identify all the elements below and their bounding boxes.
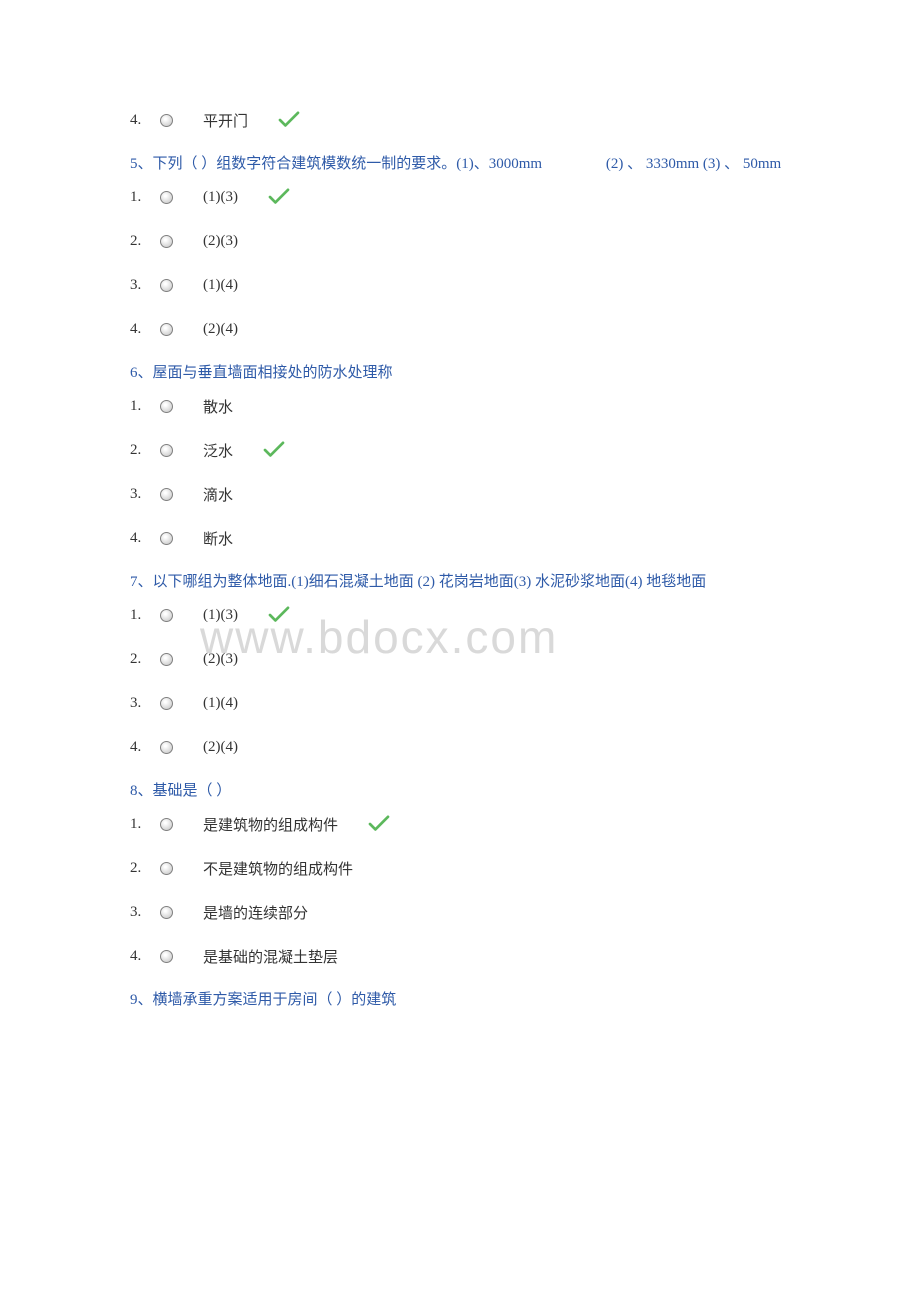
option-text: (1)(4) <box>203 695 238 712</box>
question-9: 9、横墙承重方案适用于房间（ ）的建筑 <box>130 988 790 1009</box>
option-text: (2)(4) <box>203 321 238 338</box>
option-text: 散水 <box>203 396 233 417</box>
option-text: 平开门 <box>203 110 248 131</box>
option-text: 是建筑物的组成构件 <box>203 814 338 835</box>
radio-icon[interactable] <box>160 191 173 204</box>
option-number: 1. <box>130 816 160 833</box>
option-number: 3. <box>130 695 160 712</box>
option-number: 2. <box>130 860 160 877</box>
checkmark-icon <box>263 441 285 459</box>
checkmark-icon <box>278 111 300 129</box>
question-6: 6、屋面与垂直墙面相接处的防水处理称 1. 散水 2. 泛水 3. 滴水 4. … <box>130 361 790 550</box>
question-text: 8、基础是（ ） <box>130 779 790 800</box>
radio-icon[interactable] <box>160 950 173 963</box>
option-row: 3. 滴水 <box>130 482 790 506</box>
question-7: 7、以下哪组为整体地面.(1)细石混凝土地面 (2) 花岗岩地面(3) 水泥砂浆… <box>130 570 790 759</box>
radio-icon[interactable] <box>160 862 173 875</box>
option-row: 3. 是墙的连续部分 <box>130 900 790 924</box>
option-text: 是基础的混凝土垫层 <box>203 946 338 967</box>
option-row: 1. 散水 <box>130 394 790 418</box>
option-text: (2)(3) <box>203 233 238 250</box>
question-5: 5、下列（ ）组数字符合建筑模数统一制的要求。(1)、3000mm (2) 、 … <box>130 152 790 341</box>
option-row: 3. (1)(4) <box>130 691 790 715</box>
option-row: 2. (2)(3) <box>130 229 790 253</box>
checkmark-icon <box>368 815 390 833</box>
option-number: 4. <box>130 739 160 756</box>
radio-icon[interactable] <box>160 906 173 919</box>
question-4-leftover: 4. 平开门 <box>130 108 790 132</box>
option-number: 3. <box>130 904 160 921</box>
option-text: (2)(3) <box>203 651 238 668</box>
option-number: 2. <box>130 651 160 668</box>
option-number: 1. <box>130 189 160 206</box>
question-text: 5、下列（ ）组数字符合建筑模数统一制的要求。(1)、3000mm (2) 、 … <box>130 152 790 173</box>
question-text: 7、以下哪组为整体地面.(1)细石混凝土地面 (2) 花岗岩地面(3) 水泥砂浆… <box>130 570 790 591</box>
radio-icon[interactable] <box>160 653 173 666</box>
option-row: 4. 断水 <box>130 526 790 550</box>
option-number: 3. <box>130 486 160 503</box>
option-text: (1)(4) <box>203 277 238 294</box>
option-number: 2. <box>130 442 160 459</box>
radio-icon[interactable] <box>160 400 173 413</box>
radio-icon[interactable] <box>160 114 173 127</box>
option-row: 1. (1)(3) <box>130 603 790 627</box>
radio-icon[interactable] <box>160 609 173 622</box>
radio-icon[interactable] <box>160 235 173 248</box>
question-8: 8、基础是（ ） 1. 是建筑物的组成构件 2. 不是建筑物的组成构件 3. 是… <box>130 779 790 968</box>
option-number: 4. <box>130 321 160 338</box>
question-text: 6、屋面与垂直墙面相接处的防水处理称 <box>130 361 790 382</box>
option-text: 滴水 <box>203 484 233 505</box>
option-row: 4. (2)(4) <box>130 317 790 341</box>
checkmark-icon <box>268 188 290 206</box>
radio-icon[interactable] <box>160 488 173 501</box>
radio-icon[interactable] <box>160 444 173 457</box>
option-text: 不是建筑物的组成构件 <box>203 858 353 879</box>
option-number: 1. <box>130 607 160 624</box>
option-text: (1)(3) <box>203 189 238 206</box>
option-number: 2. <box>130 233 160 250</box>
option-number: 1. <box>130 398 160 415</box>
option-text: 断水 <box>203 528 233 549</box>
option-row: 2. (2)(3) <box>130 647 790 671</box>
option-row: 3. (1)(4) <box>130 273 790 297</box>
option-row: 2. 泛水 <box>130 438 790 462</box>
option-row: 1. (1)(3) <box>130 185 790 209</box>
option-row: 4. 是基础的混凝土垫层 <box>130 944 790 968</box>
checkmark-icon <box>268 606 290 624</box>
question-text: 9、横墙承重方案适用于房间（ ）的建筑 <box>130 988 790 1009</box>
radio-icon[interactable] <box>160 323 173 336</box>
radio-icon[interactable] <box>160 279 173 292</box>
radio-icon[interactable] <box>160 741 173 754</box>
option-row: 2. 不是建筑物的组成构件 <box>130 856 790 880</box>
option-number: 4. <box>130 112 160 129</box>
radio-icon[interactable] <box>160 818 173 831</box>
option-number: 3. <box>130 277 160 294</box>
radio-icon[interactable] <box>160 532 173 545</box>
option-text: 泛水 <box>203 440 233 461</box>
option-number: 4. <box>130 948 160 965</box>
option-row: 4. (2)(4) <box>130 735 790 759</box>
option-number: 4. <box>130 530 160 547</box>
option-row: 4. 平开门 <box>130 108 790 132</box>
radio-icon[interactable] <box>160 697 173 710</box>
option-text: (2)(4) <box>203 739 238 756</box>
option-text: 是墙的连续部分 <box>203 902 308 923</box>
option-row: 1. 是建筑物的组成构件 <box>130 812 790 836</box>
option-text: (1)(3) <box>203 607 238 624</box>
